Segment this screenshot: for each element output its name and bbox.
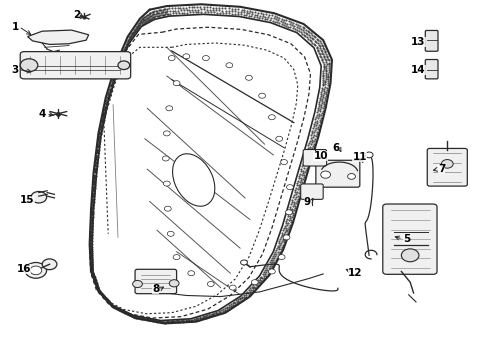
Circle shape [276, 136, 283, 141]
Circle shape [20, 59, 38, 72]
FancyBboxPatch shape [301, 184, 323, 199]
Text: 14: 14 [411, 64, 426, 75]
Text: 10: 10 [314, 150, 328, 161]
Circle shape [321, 171, 331, 178]
Text: 2: 2 [73, 10, 80, 20]
Circle shape [162, 156, 169, 161]
FancyBboxPatch shape [303, 149, 327, 166]
Text: 6: 6 [332, 143, 339, 153]
Circle shape [241, 260, 247, 265]
Text: 9: 9 [304, 197, 311, 207]
FancyBboxPatch shape [425, 59, 438, 79]
Circle shape [163, 131, 170, 136]
Circle shape [229, 285, 236, 290]
Circle shape [173, 81, 180, 86]
Circle shape [226, 63, 233, 68]
Circle shape [269, 115, 275, 120]
FancyBboxPatch shape [427, 148, 467, 186]
Circle shape [42, 259, 57, 270]
Circle shape [30, 266, 42, 275]
Circle shape [287, 185, 294, 190]
Circle shape [259, 93, 266, 98]
Circle shape [169, 280, 179, 287]
Polygon shape [322, 162, 358, 171]
Text: 4: 4 [39, 109, 46, 119]
Circle shape [31, 192, 47, 203]
FancyBboxPatch shape [425, 31, 438, 51]
Circle shape [183, 54, 190, 59]
Circle shape [166, 106, 172, 111]
FancyBboxPatch shape [135, 269, 176, 294]
Text: 15: 15 [20, 195, 35, 205]
Circle shape [173, 255, 180, 260]
Circle shape [286, 210, 293, 215]
FancyBboxPatch shape [383, 204, 437, 274]
Circle shape [118, 61, 130, 69]
Circle shape [441, 159, 453, 168]
Circle shape [245, 75, 252, 80]
Text: 16: 16 [17, 264, 31, 274]
Text: 8: 8 [152, 284, 159, 294]
Text: 12: 12 [347, 268, 362, 278]
Circle shape [25, 262, 47, 278]
Circle shape [164, 206, 171, 211]
Circle shape [401, 249, 419, 262]
Text: 5: 5 [403, 234, 410, 244]
Circle shape [168, 55, 175, 60]
Text: 13: 13 [411, 37, 426, 47]
FancyBboxPatch shape [20, 51, 131, 79]
Circle shape [269, 269, 275, 274]
Circle shape [163, 181, 170, 186]
Text: 7: 7 [438, 164, 445, 174]
Circle shape [207, 282, 214, 287]
Circle shape [283, 235, 290, 240]
Circle shape [347, 174, 355, 179]
FancyBboxPatch shape [316, 160, 360, 187]
Ellipse shape [172, 154, 215, 206]
Text: 11: 11 [352, 152, 367, 162]
Circle shape [281, 159, 288, 165]
Text: 3: 3 [11, 64, 19, 75]
Circle shape [167, 231, 174, 236]
Circle shape [365, 152, 373, 158]
Circle shape [188, 271, 195, 276]
Circle shape [133, 280, 143, 288]
Polygon shape [27, 30, 89, 44]
Circle shape [278, 255, 285, 260]
Text: 1: 1 [11, 22, 19, 32]
Circle shape [251, 280, 258, 285]
Circle shape [202, 55, 209, 60]
